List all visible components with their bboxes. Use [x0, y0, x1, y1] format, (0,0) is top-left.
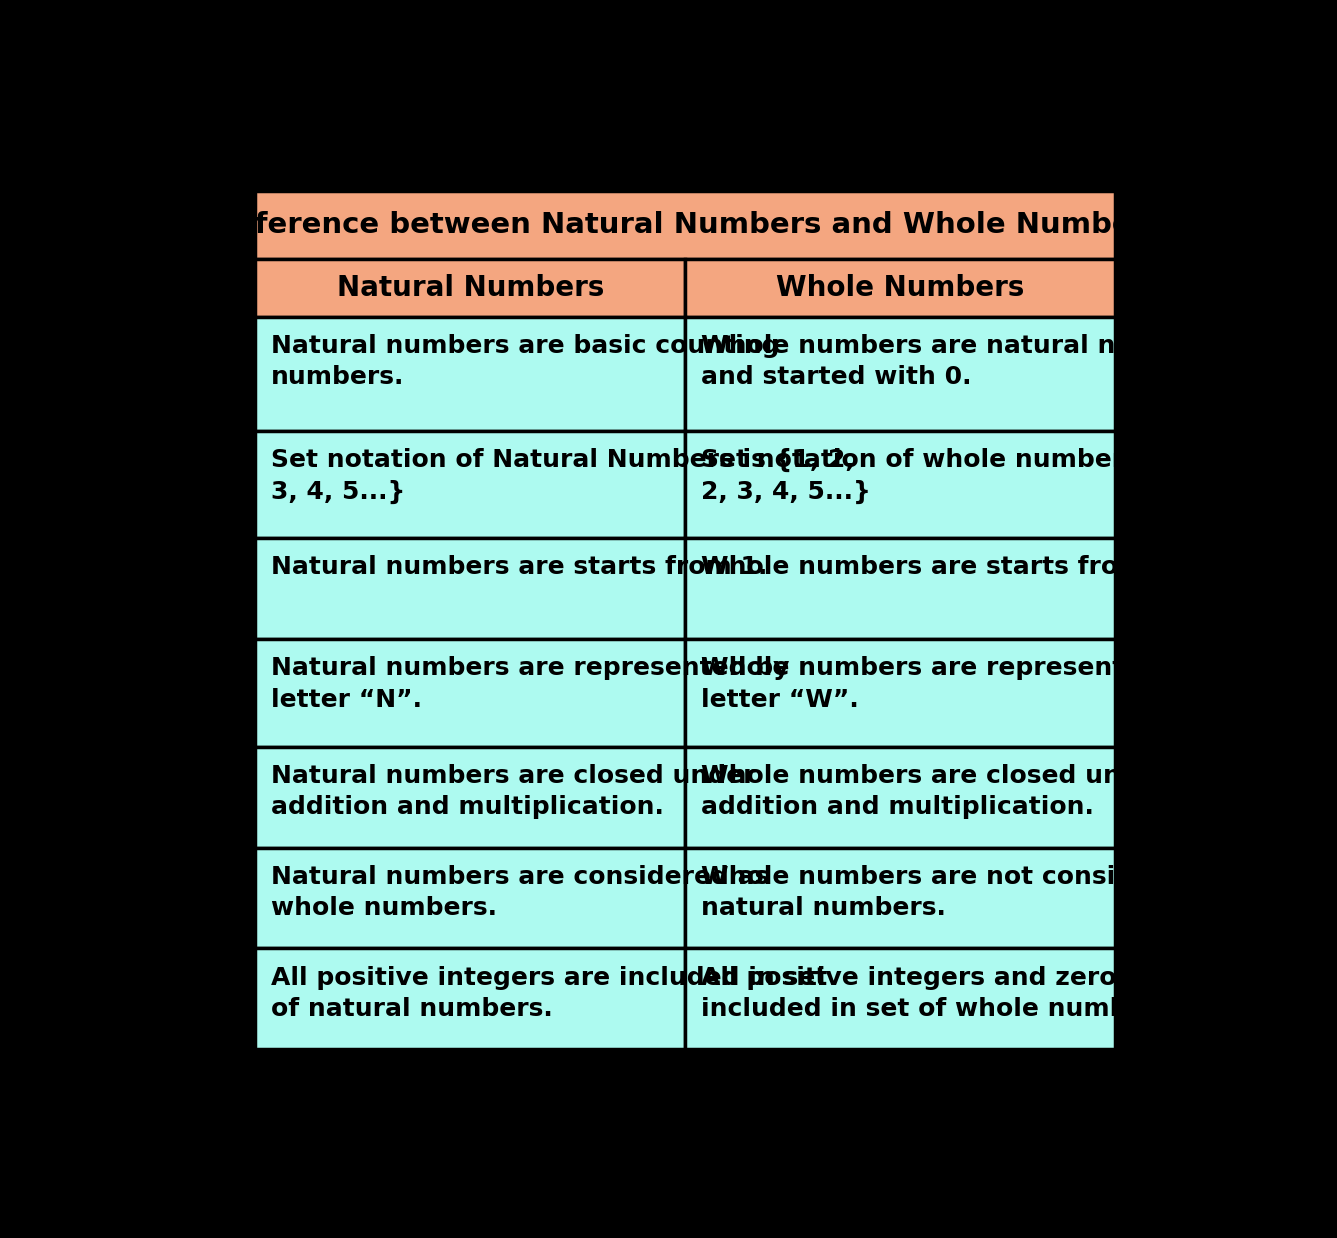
- FancyBboxPatch shape: [685, 848, 1115, 948]
- FancyBboxPatch shape: [685, 431, 1115, 539]
- FancyBboxPatch shape: [255, 317, 685, 431]
- Text: Set notation of whole numbers is {0, 1,
2, 3, 4, 5...}: Set notation of whole numbers is {0, 1, …: [701, 448, 1259, 504]
- FancyBboxPatch shape: [255, 639, 685, 747]
- Text: Natural numbers are closed under
addition and multiplication.: Natural numbers are closed under additio…: [270, 764, 755, 820]
- Text: Difference between Natural Numbers and Whole Numbers: Difference between Natural Numbers and W…: [207, 212, 1163, 239]
- FancyBboxPatch shape: [255, 539, 685, 639]
- Text: Natural numbers are represented by
letter “N”.: Natural numbers are represented by lette…: [270, 656, 789, 712]
- Text: All positive integers are included in set
of natural numbers.: All positive integers are included in se…: [270, 966, 828, 1021]
- Text: Whole numbers are natural numbers
and started with 0.: Whole numbers are natural numbers and st…: [701, 334, 1221, 390]
- FancyBboxPatch shape: [685, 948, 1115, 1050]
- FancyBboxPatch shape: [685, 317, 1115, 431]
- FancyBboxPatch shape: [685, 259, 1115, 317]
- Text: Natural numbers are considered as
whole numbers.: Natural numbers are considered as whole …: [270, 864, 769, 920]
- FancyBboxPatch shape: [685, 539, 1115, 639]
- Text: Whole numbers are closed under
addition and multiplication.: Whole numbers are closed under addition …: [701, 764, 1169, 820]
- FancyBboxPatch shape: [255, 259, 685, 317]
- Text: Natural numbers are starts from 1.: Natural numbers are starts from 1.: [270, 556, 767, 579]
- Text: Natural Numbers: Natural Numbers: [337, 274, 604, 302]
- FancyBboxPatch shape: [685, 639, 1115, 747]
- Text: Whole numbers are represented by
letter “W”.: Whole numbers are represented by letter …: [701, 656, 1202, 712]
- FancyBboxPatch shape: [255, 848, 685, 948]
- Text: Natural numbers are basic counting
numbers.: Natural numbers are basic counting numbe…: [270, 334, 779, 390]
- FancyBboxPatch shape: [255, 431, 685, 539]
- FancyBboxPatch shape: [255, 948, 685, 1050]
- Text: Whole Numbers: Whole Numbers: [775, 274, 1024, 302]
- Text: Whole numbers are starts from 0.: Whole numbers are starts from 0.: [701, 556, 1179, 579]
- FancyBboxPatch shape: [255, 747, 685, 848]
- Text: Set notation of Natural Numbers is {1, 2,
3, 4, 5...}: Set notation of Natural Numbers is {1, 2…: [270, 448, 854, 504]
- FancyBboxPatch shape: [685, 747, 1115, 848]
- Text: All positive integers and zero are
included in set of whole numbers.: All positive integers and zero are inclu…: [701, 966, 1181, 1021]
- FancyBboxPatch shape: [255, 192, 1115, 259]
- Text: Whole numbers are not considered as
natural numbers.: Whole numbers are not considered as natu…: [701, 864, 1238, 920]
